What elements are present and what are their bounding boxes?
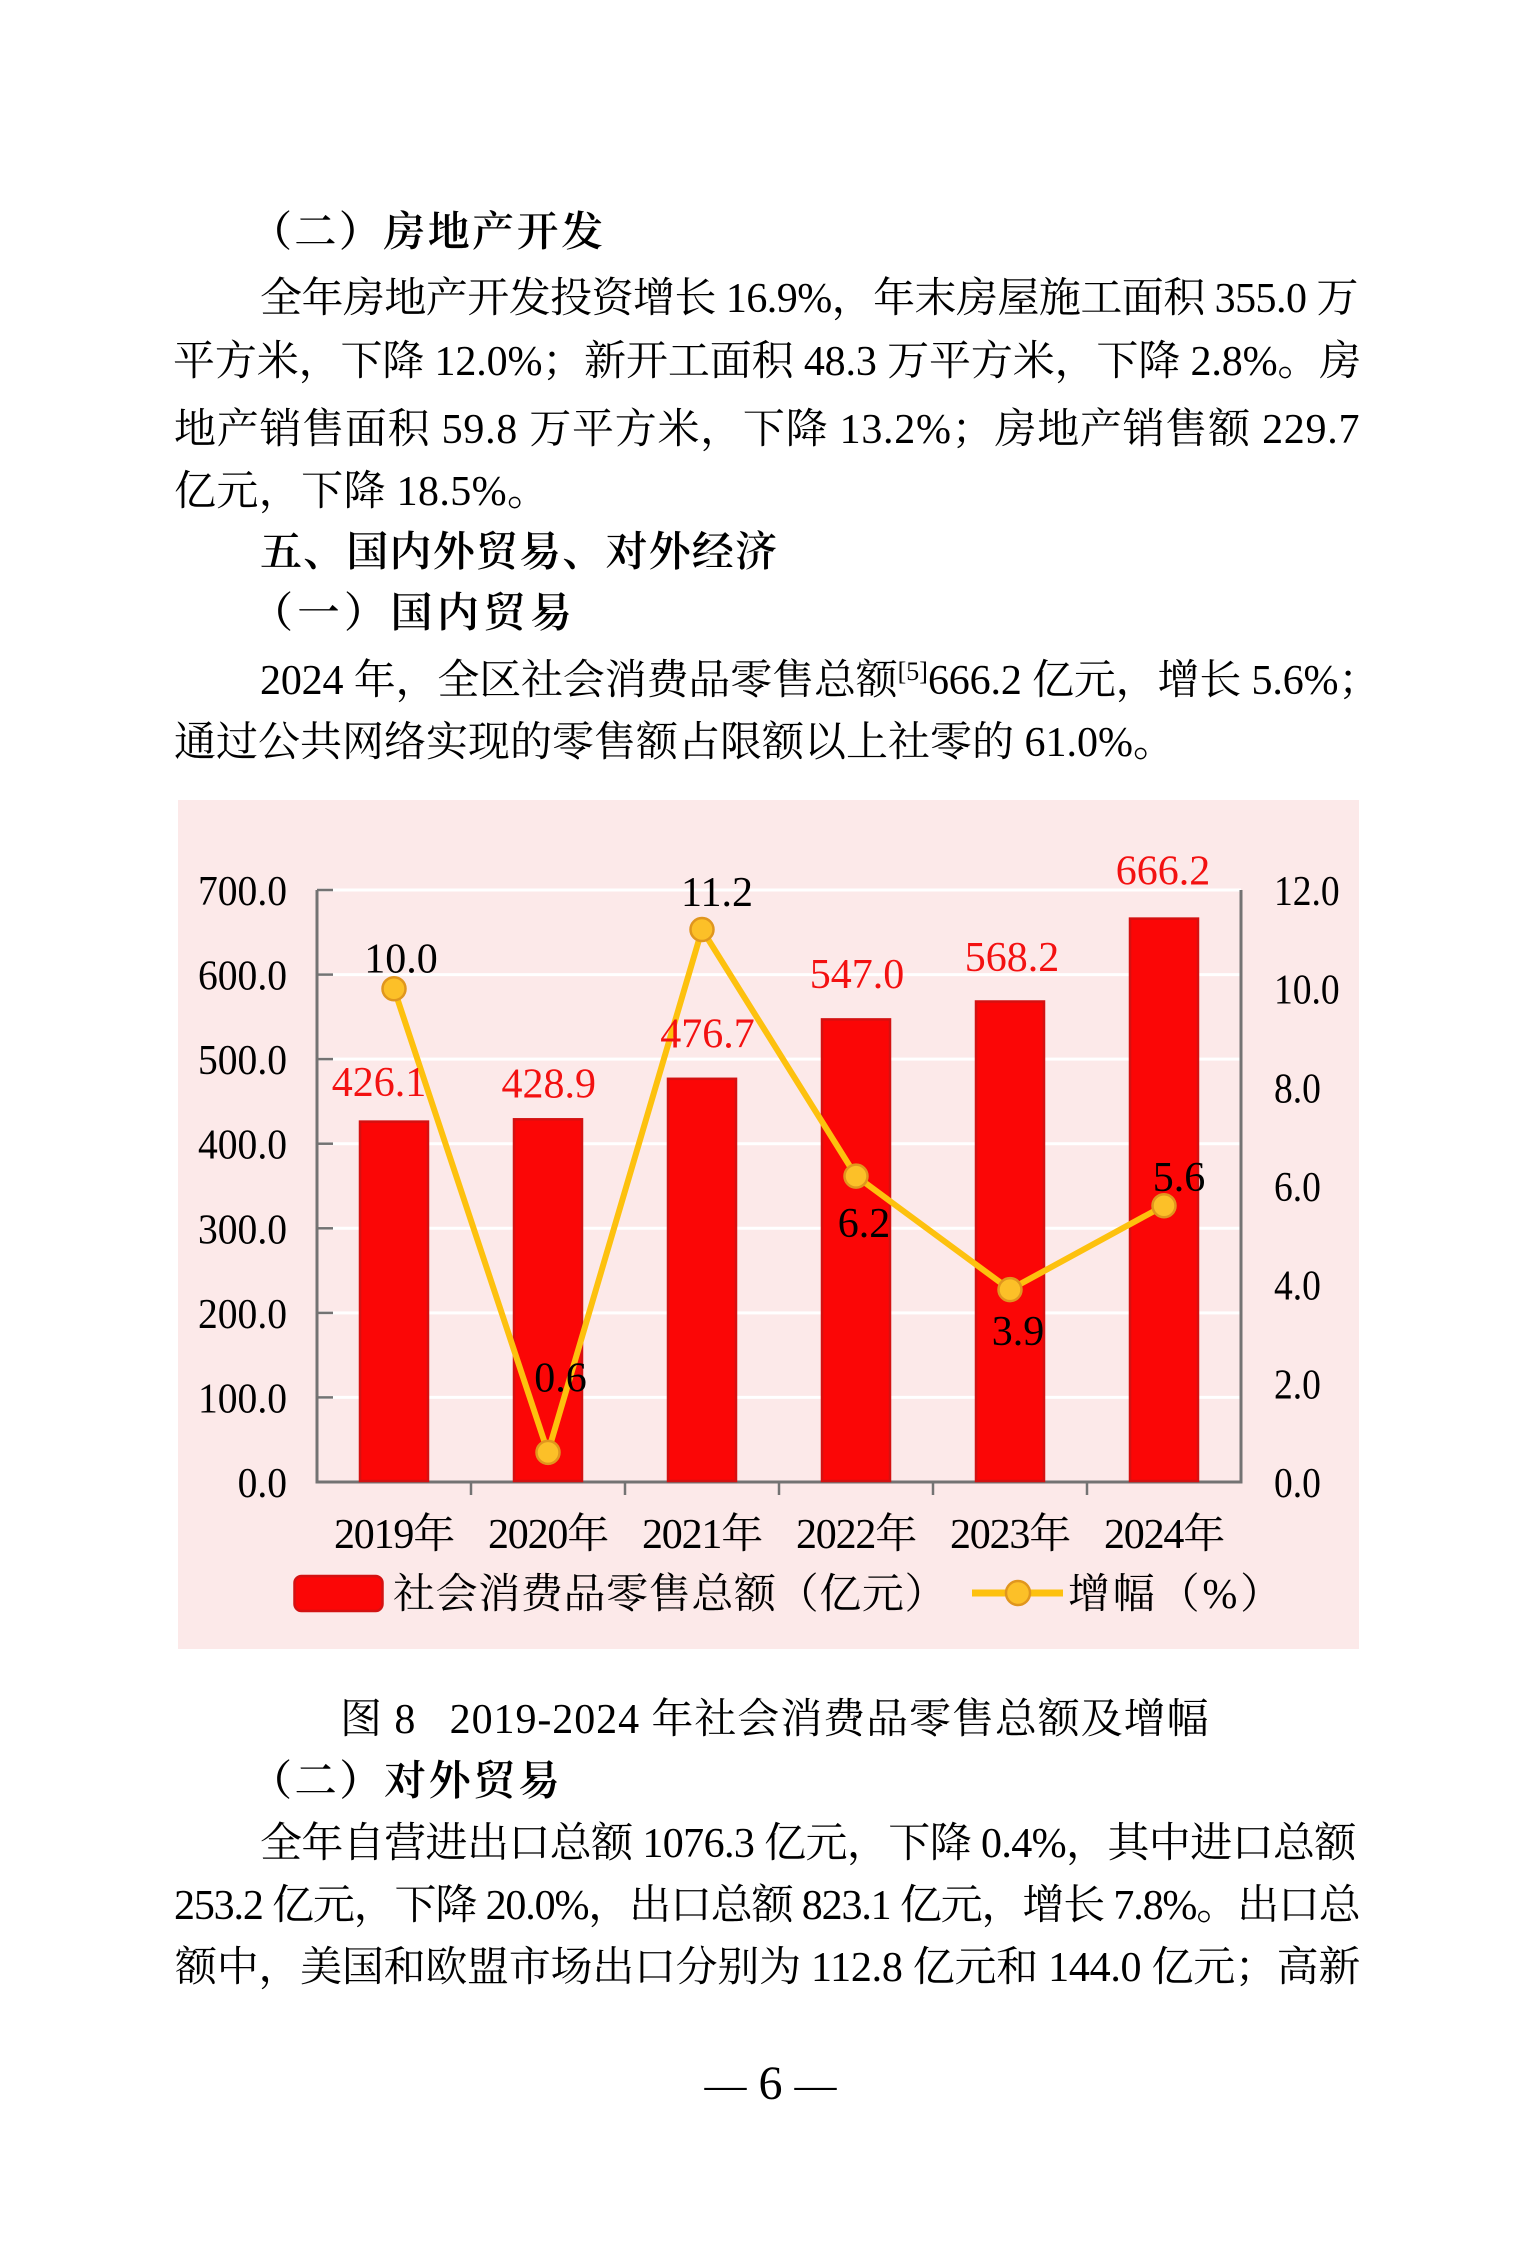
svg-text:2024年: 2024年 [1104, 1512, 1224, 1558]
svg-text:426.1: 426.1 [332, 1060, 427, 1106]
svg-text:11.2: 11.2 [681, 870, 753, 916]
svg-text:428.9: 428.9 [502, 1062, 597, 1108]
svg-text:12.0: 12.0 [1274, 869, 1340, 915]
svg-text:500.0: 500.0 [198, 1038, 287, 1084]
svg-text:600.0: 600.0 [198, 954, 287, 1000]
svg-text:10.0: 10.0 [364, 937, 438, 983]
svg-text:0.0: 0.0 [1274, 1461, 1321, 1507]
svg-text:社会消费品零售总额（亿元）: 社会消费品零售总额（亿元） [393, 1572, 947, 1618]
svg-text:2020年: 2020年 [488, 1512, 608, 1558]
svg-text:476.7: 476.7 [660, 1012, 755, 1058]
svg-text:3.9: 3.9 [992, 1309, 1045, 1355]
svg-text:666.2: 666.2 [1116, 849, 1211, 895]
svg-text:700.0: 700.0 [198, 869, 287, 915]
svg-text:400.0: 400.0 [198, 1123, 287, 1169]
svg-text:300.0: 300.0 [198, 1207, 287, 1253]
svg-text:10.0: 10.0 [1274, 968, 1340, 1014]
svg-text:200.0: 200.0 [198, 1292, 287, 1338]
svg-text:2.0: 2.0 [1274, 1362, 1321, 1408]
svg-text:2019年: 2019年 [334, 1512, 454, 1558]
svg-text:8.0: 8.0 [1274, 1066, 1321, 1112]
svg-text:5.6: 5.6 [1153, 1155, 1206, 1201]
svg-text:0.6: 0.6 [534, 1356, 587, 1402]
svg-text:0.0: 0.0 [238, 1461, 287, 1507]
svg-text:6.0: 6.0 [1274, 1165, 1321, 1211]
svg-text:2022年: 2022年 [796, 1512, 916, 1558]
svg-text:4.0: 4.0 [1274, 1264, 1321, 1310]
svg-text:2023年: 2023年 [950, 1512, 1070, 1558]
svg-text:568.2: 568.2 [965, 935, 1060, 981]
svg-text:2021年: 2021年 [642, 1512, 762, 1558]
svg-text:6.2: 6.2 [838, 1201, 891, 1247]
svg-text:增幅（%）: 增幅（%） [1068, 1572, 1285, 1618]
svg-text:547.0: 547.0 [810, 952, 905, 998]
svg-text:100.0: 100.0 [198, 1376, 287, 1422]
